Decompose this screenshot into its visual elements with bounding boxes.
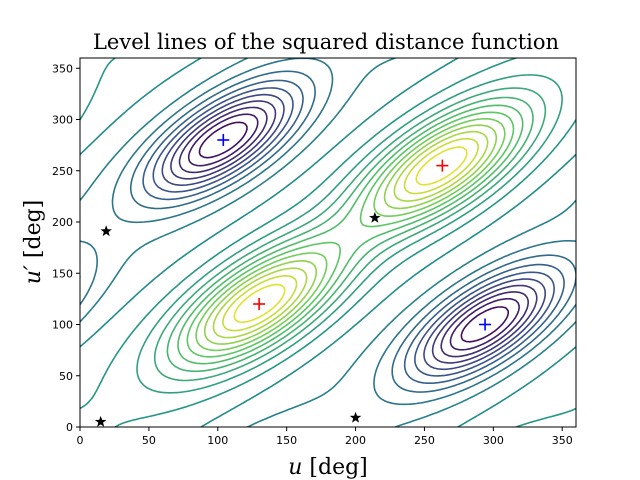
y-tick-label: 100 [52, 319, 73, 332]
contour-level [152, 87, 555, 377]
minimum-marker [217, 134, 230, 146]
contour-level [186, 111, 515, 358]
x-tick-label: 300 [483, 434, 504, 447]
y-axis-symbol: u′ [21, 265, 46, 284]
x-axis-label: u [deg] [288, 455, 368, 480]
y-tick-label: 50 [59, 370, 73, 383]
contour-level [136, 74, 563, 394]
contour-level [153, 87, 547, 382]
contour-level [212, 130, 489, 339]
y-axis-label: u′ [deg] [21, 200, 46, 285]
contour-level [80, 70, 576, 393]
contour-level [203, 124, 498, 345]
x-tick-label: 250 [414, 434, 435, 447]
chart-title: Level lines of the squared distance func… [93, 30, 559, 54]
contour-level [161, 93, 546, 371]
contour-level [195, 118, 506, 352]
markers [94, 134, 492, 427]
contour-level [166, 96, 534, 373]
y-tick-label: 350 [52, 62, 73, 75]
maximum-marker [436, 159, 449, 172]
y-tick-label: 250 [52, 165, 73, 178]
minimum-marker [479, 318, 492, 331]
contour-level [170, 100, 538, 364]
x-tick-label: 350 [552, 434, 573, 447]
contour-level [233, 146, 468, 323]
saddle-marker [349, 411, 362, 423]
y-tick-label: 200 [52, 216, 73, 229]
contour-level [80, 58, 576, 427]
x-tick-label: 200 [345, 434, 366, 447]
contour-level [198, 121, 509, 343]
saddle-marker [369, 211, 381, 223]
contour-level [177, 104, 524, 365]
saddle-marker [100, 225, 112, 237]
x-axis-unit: [deg] [309, 455, 367, 480]
contour-level [178, 106, 529, 358]
y-tick-label: 150 [52, 267, 73, 280]
contour-level [222, 137, 479, 332]
x-tick-label: 50 [142, 434, 156, 447]
contour-level [80, 58, 576, 427]
saddle-marker [94, 415, 107, 427]
y-axis-unit: [deg] [21, 200, 46, 258]
x-axis-symbol: u [288, 455, 302, 480]
contour-level [80, 58, 576, 406]
contour-level [142, 79, 565, 384]
y-tick-label: 0 [66, 421, 73, 434]
x-tick-label: 100 [207, 434, 228, 447]
y-axis-ticks: 0 50 100 150 200 250 300 350 [52, 62, 80, 434]
x-tick-label: 0 [77, 434, 84, 447]
x-tick-label: 150 [276, 434, 297, 447]
x-axis-ticks: 0 50 100 150 200 250 300 350 [77, 427, 573, 447]
contour-lines [80, 58, 576, 427]
maximum-marker [253, 298, 266, 310]
contour-level [187, 113, 520, 351]
y-tick-label: 300 [52, 114, 73, 127]
plot-frame [79, 57, 577, 428]
